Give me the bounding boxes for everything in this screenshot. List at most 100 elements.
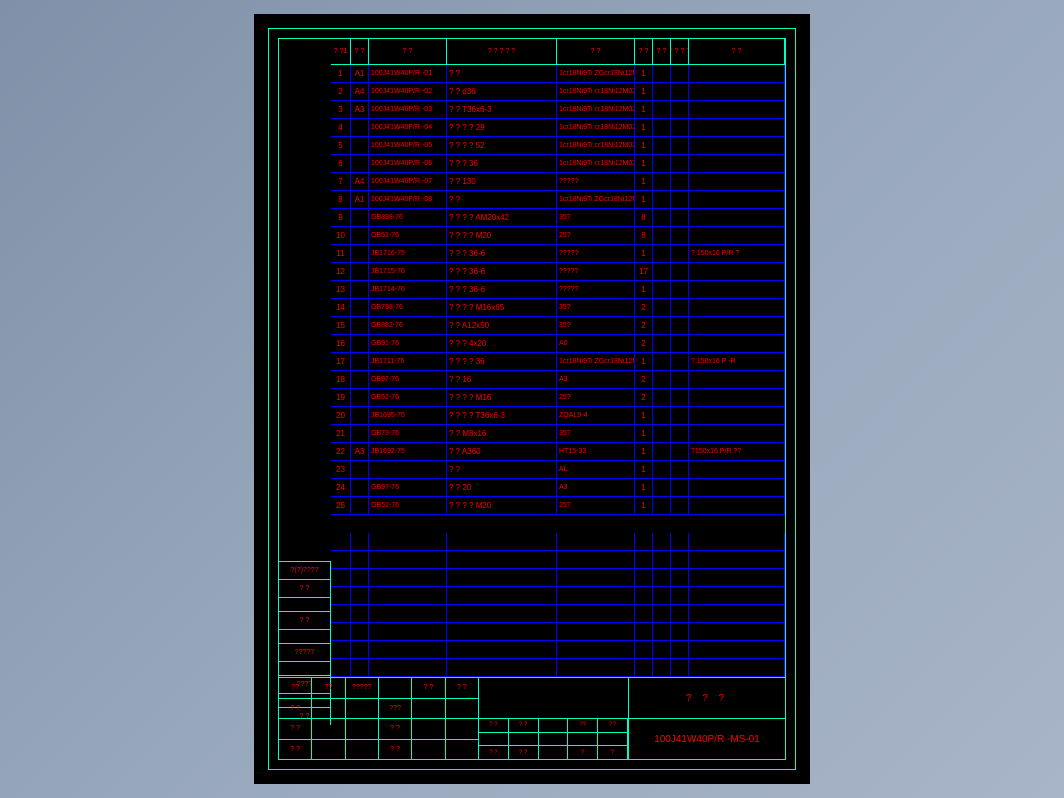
bom-cell [671,245,689,262]
tb-mid: ? ?? ?????? ?? ??? [479,678,629,759]
bom-cell [671,443,689,460]
bom-cell: JB1714-76 [369,281,447,298]
bom-cell [671,83,689,100]
blank-cell [557,641,635,658]
blank-cell [557,605,635,622]
bom-cell: 7 [331,173,351,190]
bom-cell: 1 [635,479,653,496]
hdr-idx: ? ?1 [331,39,351,64]
bom-cell: 100J41W40P/R -08 [369,191,447,208]
bom-cell [653,119,671,136]
bom-cell: 1cr18Ni9Ti cr18Ni12M02Ti [557,119,635,136]
blank-cell [557,551,635,568]
bom-cell [689,191,785,208]
blank-cell [447,587,557,604]
bom-cell [653,281,671,298]
blank-cell [653,623,671,640]
blank-cell [331,623,351,640]
tb-cell: ? ? [446,678,479,698]
bom-cell: 12 [331,263,351,280]
blank-cell [689,551,785,568]
bom-cell [351,281,369,298]
bom-cell: A3 [557,479,635,496]
tb-mid-row [479,733,628,747]
bom-row: 4100J41W40P/R -04? ? ? ? 291cr18Ni9Ti cr… [331,119,785,137]
bom-cell: 100J41W40P/R -06 [369,155,447,172]
bom-cell: ? ? ? 36-6 [447,245,557,262]
blank-cell [557,569,635,586]
bom-cell: 1 [635,101,653,118]
tb-cell [539,733,569,746]
bom-cell [689,371,785,388]
tb-left: ?????????? ?? ?? ????? ?? ?? ?? ? [279,678,479,759]
bom-cell [689,479,785,496]
bom-cell: ? ? ? ? T36x6-3 [447,407,557,424]
bom-cell: 1 [635,425,653,442]
blank-cell [689,533,785,550]
tb-mid-bot: ? ?? ?????? ?? ??? [479,719,629,759]
blank-row [331,623,785,641]
bom-cell: 22 [331,443,351,460]
bom-cell [689,137,785,154]
bom-row: 14GB798-76? ? ? ? M16x6535?2 [331,299,785,317]
bom-cell: 1cr18Ni9Ti cr18Ni12M02Ti [557,155,635,172]
bom-cell [351,479,369,496]
bom-cell: ? ? [447,191,557,208]
bom-cell [351,317,369,334]
bom-row: 16GB91-76? ? ? 4x20A02 [331,335,785,353]
tb-cell: ? [598,746,628,759]
bom-cell [689,65,785,82]
bom-cell: 1 [635,407,653,424]
blank-cell [351,569,369,586]
blank-cell [671,569,689,586]
bom-cell: 100J41W40P/R -01 [369,65,447,82]
blank-cell [369,533,447,550]
bom-cell: ? ? ? ? M20 [447,227,557,244]
bom-cell [671,281,689,298]
tb-cell [598,733,628,746]
bom-cell: 1 [635,83,653,100]
bom-cell [653,155,671,172]
blank-cell [653,659,671,676]
bom-cell [653,317,671,334]
bom-cell: ? ? ? 36 [447,155,557,172]
bom-cell [689,101,785,118]
bom-cell: 3 [331,101,351,118]
bom-row: 9GB898-76? ? ? ? AM20x4235?8 [331,209,785,227]
bom-cell: 8 [635,209,653,226]
blank-row [331,569,785,587]
bom-cell [351,353,369,370]
blank-row [331,605,785,623]
bom-cell [653,461,671,478]
bom-cell [671,497,689,514]
bom-cell: 1cr18Ni9Ti ZGcr18Ni12M02Ti [557,65,635,82]
tb-cell: ? ? [479,746,509,759]
blank-cell [331,659,351,676]
tb-cell: ?? [312,678,345,698]
bom-cell [671,299,689,316]
bom-cell [351,461,369,478]
blank-cell [447,533,557,550]
blank-cell [689,641,785,658]
bom-row: 18GB97-76? ? 16A32 [331,371,785,389]
bom-cell [671,155,689,172]
bom-cell: 100J41W40P/R -04 [369,119,447,136]
bom-cell: 1cr18Ni9Ti cr18Ni12M02Ti [557,83,635,100]
bom-cell [351,371,369,388]
bom-cell [351,407,369,424]
bom-cell: A4 [351,173,369,190]
blank-cell [557,533,635,550]
tb-cell: ?? [598,719,628,732]
bom-cell [653,353,671,370]
bom-cell [689,299,785,316]
tb-left-row: ?????????? ?? ? [279,678,479,699]
bom-cell [689,119,785,136]
bom-cell [351,335,369,352]
bom-cell: 25? [557,389,635,406]
bom-row: 10GB52-76? ? ? ? M2025?8 [331,227,785,245]
bom-cell: 1 [635,497,653,514]
bom-cell: 18 [331,371,351,388]
bom-cell: ? ? T36x6-3 [447,101,557,118]
bom-cell [653,209,671,226]
bom-cell [689,173,785,190]
